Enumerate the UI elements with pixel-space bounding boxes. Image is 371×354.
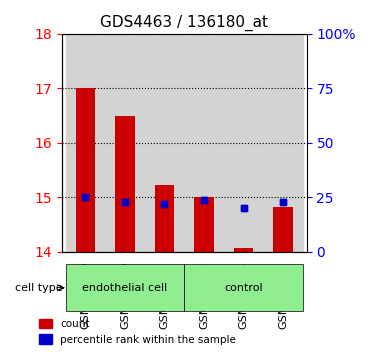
Bar: [76, 88, 95, 252]
Bar: [66, 34, 105, 252]
Bar: [224, 34, 263, 252]
Title: GDS4463 / 136180_at: GDS4463 / 136180_at: [100, 15, 268, 31]
Text: control: control: [224, 283, 263, 293]
Bar: [194, 198, 214, 252]
Bar: [155, 185, 174, 252]
Bar: [115, 116, 135, 252]
Bar: [76, 88, 95, 252]
Legend: count, percentile rank within the sample: count, percentile rank within the sample: [35, 315, 240, 349]
Bar: [155, 185, 174, 252]
Text: cell type: cell type: [15, 283, 62, 293]
Bar: [194, 198, 214, 252]
FancyBboxPatch shape: [184, 264, 303, 311]
Bar: [273, 207, 293, 252]
Bar: [234, 248, 253, 252]
Bar: [184, 34, 224, 252]
Bar: [105, 34, 145, 252]
Bar: [115, 116, 135, 252]
Bar: [273, 207, 293, 252]
Bar: [234, 248, 253, 252]
Text: endothelial cell: endothelial cell: [82, 283, 168, 293]
Bar: [145, 34, 184, 252]
FancyBboxPatch shape: [66, 264, 184, 311]
Bar: [263, 34, 303, 252]
